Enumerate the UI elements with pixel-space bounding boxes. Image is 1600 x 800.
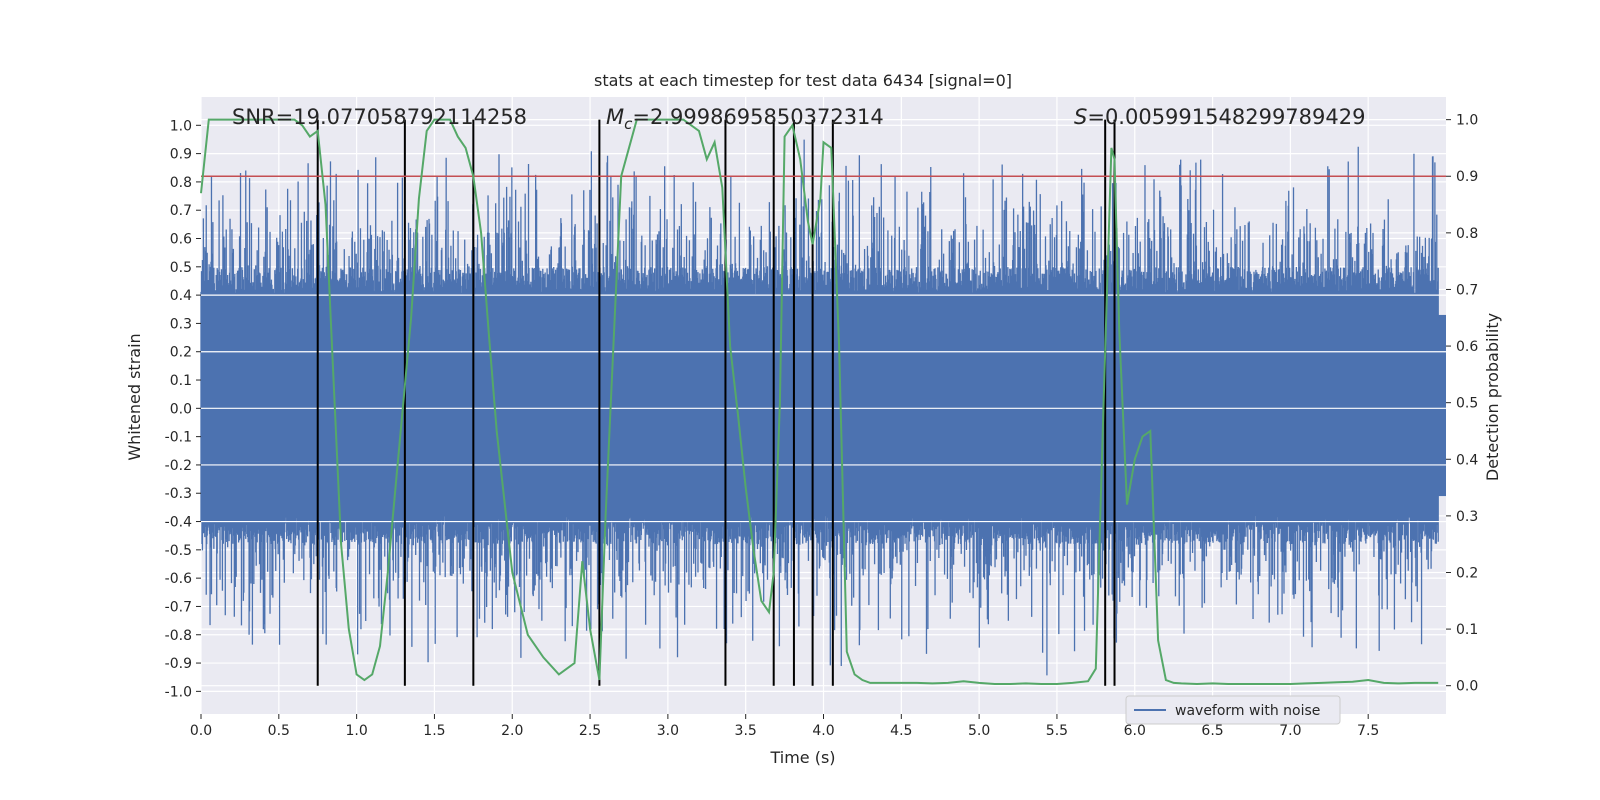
y2-tick-label: 0.0: [1456, 679, 1478, 695]
x-tick-label: 5.0: [968, 723, 990, 739]
mc-value: =2.9998695850372314: [632, 105, 883, 129]
y-tick-label: -0.9: [165, 656, 192, 672]
y-tick-label: -0.6: [165, 571, 192, 587]
y-tick-label: 0.2: [170, 345, 192, 361]
waveform-core: [201, 314, 1446, 497]
y-tick-label: 0.6: [170, 232, 192, 248]
y2-tick-label: 0.8: [1456, 226, 1478, 242]
y2-tick-label: 0.4: [1456, 452, 1478, 468]
y-tick-label: -0.5: [165, 543, 192, 559]
y2-tick-label: 0.9: [1456, 169, 1478, 185]
y-tick-label: 0.9: [170, 147, 192, 163]
y2-tick-label: 0.3: [1456, 509, 1478, 525]
y-tick-label: -0.7: [165, 599, 192, 615]
x-tick-label: 1.0: [345, 723, 367, 739]
x-tick-label: 6.0: [1124, 723, 1146, 739]
y-tick-label: -0.1: [165, 430, 192, 446]
y-tick-label: 0.5: [170, 260, 192, 276]
x-tick-label: 0.5: [268, 723, 290, 739]
detection-probability-series: [200, 118, 1439, 686]
legend-box: [1125, 695, 1341, 725]
y-tick-label: 0.0: [170, 401, 192, 417]
x-tick-label: 0.0: [190, 723, 212, 739]
chart-title: stats at each timestep for test data 643…: [594, 71, 1012, 90]
s-annotation: S=0.005991548299789429: [1074, 105, 1365, 129]
x-tick-label: 6.5: [1201, 723, 1223, 739]
mc-subscript: c: [624, 115, 633, 133]
y-tick-label: -0.2: [165, 458, 192, 474]
y2-tick-label: 0.6: [1456, 339, 1478, 355]
y-tick-label: 0.8: [170, 175, 192, 191]
x-tick-label: 3.5: [735, 723, 757, 739]
y-tick-label: 0.7: [170, 203, 192, 219]
vertical-lines: [316, 119, 1116, 686]
y-tick-label: 0.1: [170, 373, 192, 389]
x-tick-label: 3.0: [657, 723, 679, 739]
y2-tick-label: 0.1: [1456, 622, 1478, 638]
y-tick-label: -0.8: [165, 628, 192, 644]
y2-axis-label: Detection probability: [1483, 313, 1502, 481]
y2-tick-label: 0.2: [1456, 565, 1478, 581]
snr-annotation: SNR=19.077058792114258: [232, 105, 527, 129]
y-tick-label: -0.3: [165, 486, 192, 502]
legend-entry: waveform with noise: [1175, 703, 1320, 719]
y2-tick-label: 0.5: [1456, 396, 1478, 412]
y2-tick-label: 0.7: [1456, 282, 1478, 298]
y-tick-label: 0.3: [170, 316, 192, 332]
y-tick-label: 0.4: [170, 288, 192, 304]
x-tick-label: 4.0: [812, 723, 834, 739]
legend: waveform with noise: [1125, 695, 1341, 725]
x-tick-label: 5.5: [1046, 723, 1068, 739]
x-tick-label: 7.5: [1357, 723, 1379, 739]
y-tick-label: -1.0: [165, 684, 192, 700]
x-tick-label: 7.0: [1279, 723, 1301, 739]
y-tick-label: 1.0: [170, 118, 192, 134]
x-tick-label: 2.0: [501, 723, 523, 739]
x-axis-label: Time (s): [769, 748, 835, 767]
s-value: =0.005991548299789429: [1087, 105, 1365, 129]
y2-tick-label: 1.0: [1456, 113, 1478, 129]
y-tick-label: -0.4: [165, 515, 192, 531]
x-tick-label: 4.5: [890, 723, 912, 739]
ticks: 0.0 0.5 1.0 1.5 2.0 2.5 3.0 3.5 4.0 4.5 5.0 5.5 6.0 6…: [165, 113, 1479, 739]
x-tick-label: 1.5: [423, 723, 445, 739]
mc-annotation: Mc=2.9998695850372314: [606, 105, 884, 133]
s-symbol: S: [1074, 105, 1087, 129]
x-tick-label: 2.5: [579, 723, 601, 739]
mc-symbol: M: [606, 105, 624, 129]
y-axis-label: Whitened strain: [125, 333, 144, 460]
